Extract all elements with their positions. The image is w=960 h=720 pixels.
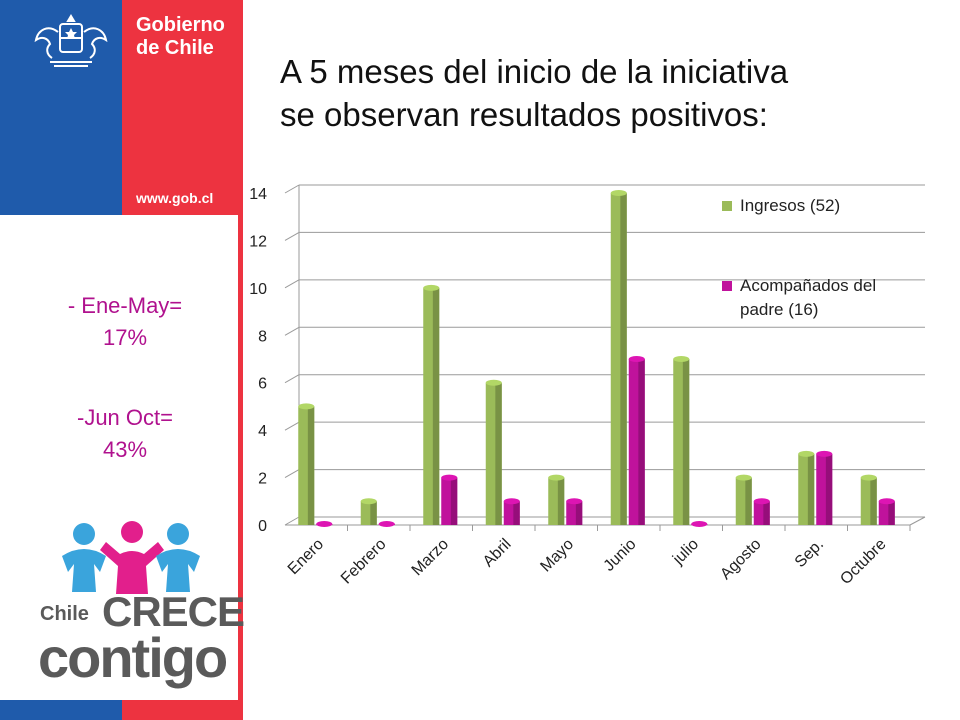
bar-shade [432,287,440,525]
bar-top [753,498,770,505]
legend-label: padre (16) [740,300,818,319]
bar-top [316,521,333,527]
gob-url: www.gob.cl [136,190,214,206]
logo-crece-text: CRECE [102,588,245,635]
bar-chart: 0 2 4 6 8 10 12 14 Enero Febrero Marzo Abril Mayo Jun… [249,184,926,588]
bar-top [485,379,502,386]
gobierno-logo-text: Gobierno de Chile [136,14,225,60]
bar-shade [825,453,833,525]
bar-top [423,284,440,291]
coat-of-arms-icon [34,14,108,67]
x-tick-label: julio [669,536,702,569]
gobierno-line2: de Chile [136,37,214,59]
x-tick-label: Mayo [537,536,577,576]
y-tick-label: 8 [258,328,267,345]
note-ene-may: - Ene-May= 17% [30,290,220,354]
bar-shade [763,501,770,525]
bar-top [360,498,377,505]
x-axis-side [909,516,926,526]
bar-top [816,450,833,457]
note-jun-oct: -Jun Oct= 43% [30,402,220,466]
note-jun-oct-label: -Jun Oct= [77,405,173,430]
bar-shade [870,477,877,525]
bar-top [441,474,458,481]
bar-top [610,190,627,196]
y-tick-label: 2 [258,471,267,488]
note-ene-may-label: - Ene-May= [67,293,183,318]
y-tick-label: 14 [249,186,267,203]
bar-shade [557,477,565,525]
bar-shade [370,501,377,525]
y-tick-label: 0 [258,518,267,535]
bar-top [798,450,815,457]
bar-top [691,521,708,527]
bar-shade [513,501,520,525]
gridline-side [284,184,300,194]
legend-swatch [722,281,732,291]
x-tick-label: Febrero [338,536,390,588]
legend-label: Acompañados del [740,276,876,295]
gridline-side [284,279,300,289]
note-jun-oct-value: 43% [102,437,148,462]
title-line1: A 5 meses del inicio de la iniciativa [280,53,789,90]
bar-top [298,403,315,410]
legend-label: Ingresos (52) [740,196,840,215]
gridline-side [284,231,300,241]
header-red-band [122,0,243,215]
bar-top [735,474,752,481]
legend-swatch [722,201,732,211]
x-tick-label: Junio [601,536,640,575]
title-line2: se observan resultados positivos: [280,96,768,133]
bar-shade [888,501,895,525]
bar-shade [450,477,458,525]
bar-top [673,356,690,362]
y-tick-label: 6 [258,376,267,393]
footer-blue-band [0,700,122,720]
y-tick-label: 12 [249,233,267,250]
bar-shade [620,193,627,525]
gridline-side [284,374,300,384]
bar-top [878,498,895,505]
gridline-side [284,421,300,431]
bar-shade [807,453,815,525]
bar-shade [638,359,645,525]
bar-shade [682,359,690,525]
bar-top [378,521,395,527]
gobierno-line1: Gobierno [136,14,225,36]
x-tick-label: Abril [480,536,515,571]
gridline-side [284,516,300,526]
bar-top [860,474,877,481]
x-tick-label: Agosto [717,536,764,583]
x-tick-label: Enero [285,536,327,578]
bar-shade [575,501,583,525]
note-ene-may-value: 17% [102,325,148,350]
gridline-side [284,469,300,479]
side-white-panel [0,215,238,700]
y-tick-label: 4 [258,423,267,440]
bar-shade [307,406,315,525]
bar-top [628,356,645,362]
bar-top [548,474,565,481]
bar-shade [495,382,502,525]
x-tick-label: Octubre [837,536,889,588]
y-tick-label: 10 [249,281,267,298]
slide-title: A 5 meses del inicio de la iniciativa se… [280,50,940,136]
logo-chile-text: Chile [40,603,89,625]
logo-contigo-text: contigo [38,626,228,689]
x-tick-label: Sep. [792,536,827,571]
bar-shade [745,477,752,525]
footer-red-band [122,700,243,720]
gridline-side [284,326,300,336]
bar-top [503,498,520,505]
bar-top [566,498,583,505]
chile-crece-contigo-logo-icon [62,521,200,594]
x-tick-label: Marzo [409,536,453,580]
